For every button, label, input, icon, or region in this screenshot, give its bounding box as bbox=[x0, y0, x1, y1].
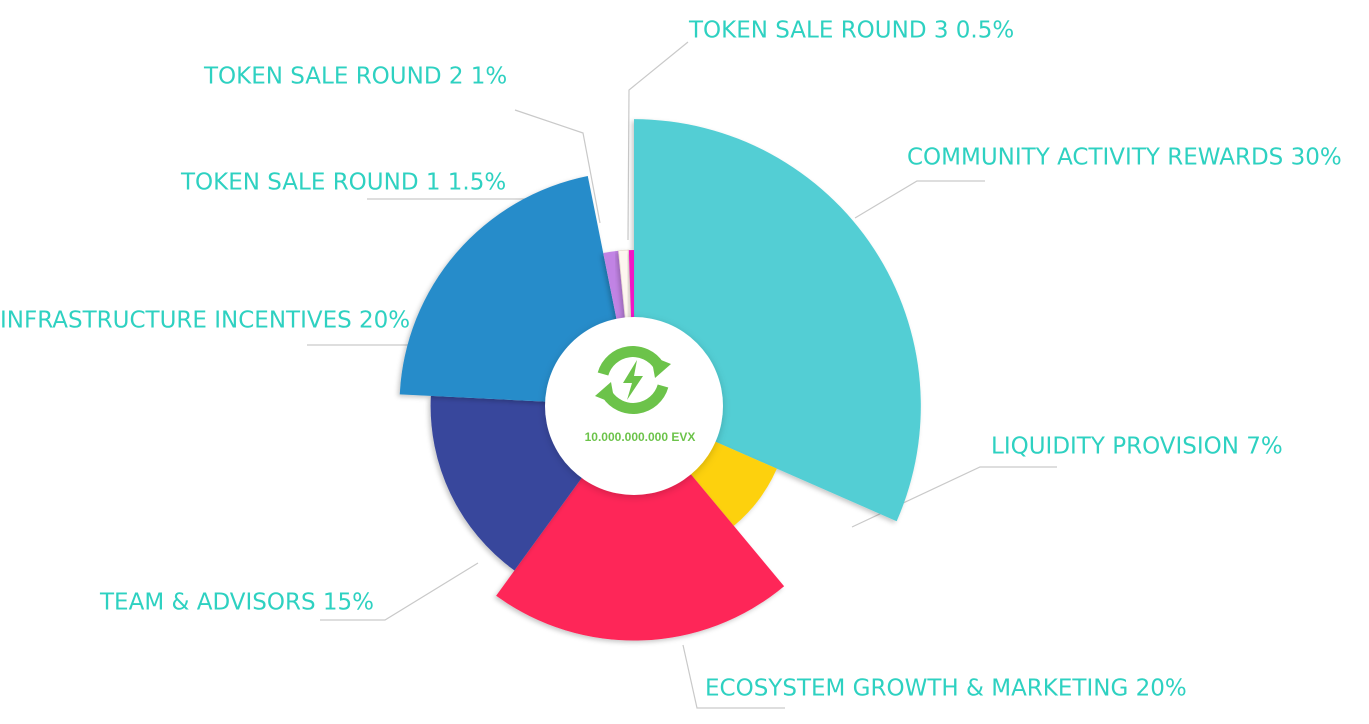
label-token-sale-round-2: TOKEN SALE ROUND 2 1% bbox=[203, 64, 507, 90]
leader-line-token-sale-round-3 bbox=[627, 41, 689, 241]
center-badge: 10.000.000.000 EVX bbox=[545, 317, 723, 495]
label-token-sale-round-1: TOKEN SALE ROUND 1 1.5% bbox=[180, 170, 506, 196]
label-token-sale-round-3: TOKEN SALE ROUND 3 0.5% bbox=[688, 18, 1014, 44]
label-community-activity-rewards: COMMUNITY ACTIVITY REWARDS 30% bbox=[907, 145, 1342, 171]
green-energy-cycle-icon bbox=[595, 346, 671, 414]
label-ecosystem-growth-and-marketing: ECOSYSTEM GROWTH & MARKETING 20% bbox=[705, 676, 1187, 702]
slice-labels: COMMUNITY ACTIVITY REWARDS 30% LIQUIDITY … bbox=[0, 18, 1342, 702]
leader-line-ecosystem-growth-and-marketing bbox=[682, 644, 785, 709]
leader-line-token-sale-round-2 bbox=[514, 109, 601, 224]
center-total-text: 10.000.000.000 EVX bbox=[585, 430, 696, 444]
leader-line-community-activity-rewards bbox=[854, 180, 985, 219]
leader-line-team-and-advisors bbox=[320, 562, 479, 621]
slice-ecosystem-growth-and-marketing bbox=[496, 406, 785, 641]
label-team-and-advisors: TEAM & ADVISORS 15% bbox=[99, 590, 374, 616]
label-liquidity-provision: LIQUIDITY PROVISION 7% bbox=[991, 434, 1283, 460]
label-infrastructure-incentives: INFRASTRUCTURE INCENTIVES 20% bbox=[0, 308, 410, 334]
